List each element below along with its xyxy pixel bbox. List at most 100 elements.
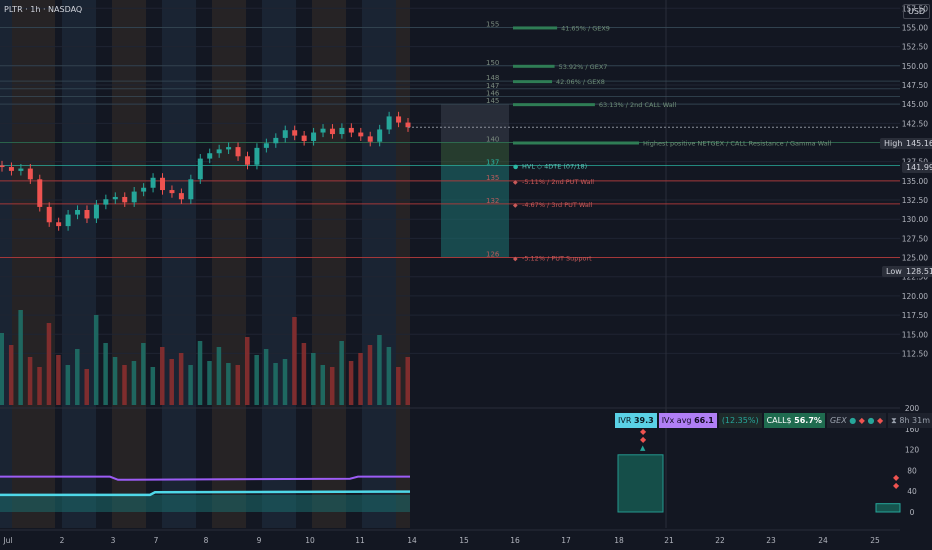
calls-badge[interactable]: CALL$ 56.7% [763,413,825,428]
volume-bar-35 [329,367,335,405]
candle-body-5 [46,206,52,223]
ivx-line [0,475,410,481]
gex-badge[interactable]: GEX ● ◆ ● ◆ [826,413,887,428]
x-tick-9: 15 [459,536,469,545]
volume-bar-10 [93,315,99,405]
session-band-3 [112,0,146,528]
volume-bar-26 [244,337,250,405]
price-tick-6: 145.00 [902,100,928,109]
candle-body-30 [282,130,288,138]
ivx-label: IVx avg [661,416,692,425]
price-tick-13: 127.50 [902,234,928,243]
x-tick-7: 11 [355,536,365,545]
gex-diamond-2-icon: ◆ [876,416,884,425]
candle-body-10 [93,204,99,219]
x-tick-16: 24 [818,536,828,545]
last-price-badge: 141.99 [902,162,932,173]
candle-body-23 [216,149,222,154]
candle-body-35 [329,128,335,135]
volume-bar-39 [367,345,373,405]
session-band-2 [62,0,96,528]
level-strike-145: 145 [486,97,499,105]
candle-body-25 [235,147,241,157]
x-tick-6: 10 [305,536,315,545]
level-marker-135: ◆ [513,179,518,186]
level-text-148: 42.06% / GEX8 [556,78,605,86]
price-candles [0,111,900,231]
volume-bar-22 [207,361,212,405]
price-tick-3: 152.50 [902,43,928,52]
level-text-132: -4.67% / 3rd PUT Wall [522,201,593,209]
candle-body-33 [311,132,317,141]
price-tick-4: 150.00 [902,62,928,71]
timer-badge: ⧗ 8h 31m [888,413,932,428]
candle-body-32 [301,135,307,141]
candle-body-12 [112,196,118,200]
candle-body-0 [0,165,5,168]
volume-bar-33 [311,353,316,405]
ivx-change: (12.35%) [718,413,762,428]
candle-body-18 [169,190,175,194]
volume-bar-12 [112,357,118,405]
session-band-8 [362,0,396,528]
volume-bar-2 [18,310,23,405]
volume-bar-1 [8,345,14,405]
indicator-tick-4: 40 [907,487,917,496]
gex-histogram-bar [617,454,664,513]
candle-body-27 [254,147,260,165]
symbol-header[interactable]: PLTR · 1h · NASDAQ [4,5,83,14]
x-tick-17: 25 [870,536,880,545]
price-tick-10: 135.00 [902,177,928,186]
gamma-wall-zone [441,142,509,166]
gex-up-marker: ▲ [640,444,646,452]
level-text-135: -5.11% / 2nd PUT Wall [522,178,594,186]
volume-bar-28 [263,349,269,405]
ivx-value: 66.1 [694,416,714,425]
volume-bar-11 [103,343,108,405]
candle-body-4 [37,179,43,207]
x-tick-14: 22 [715,536,725,545]
gex-histogram-bar-right [875,503,901,513]
candle-body-13 [122,196,128,203]
volume-bar-19 [178,353,184,405]
x-tick-11: 17 [561,536,571,545]
iv-indicator-pane: ◆◆◆◆◆▲ [0,407,901,513]
gex-bar-155 [513,26,558,30]
call-zone-box [441,104,509,143]
level-strike-126: 126 [486,251,500,259]
ivr-badge[interactable]: IVR 39.3 [615,413,657,428]
price-tick-7: 142.50 [902,119,928,128]
x-tick-2: 3 [111,536,116,545]
level-strike-135: 135 [486,174,499,182]
gex-diamond-marker-1: ◆ [640,427,647,436]
x-tick-5: 9 [257,536,262,545]
candle-body-34 [320,128,326,133]
volume-bar-41 [386,347,392,405]
volume-bar-21 [197,341,203,405]
x-tick-4: 8 [204,536,209,545]
volume-bar-27 [254,355,259,405]
ivx-badge[interactable]: IVx avg 66.1 [658,413,717,428]
candle-body-26 [244,156,250,165]
level-text-150: 53.92% / GEX7 [559,63,608,71]
level-strike-155: 155 [486,20,499,28]
candle-body-16 [150,177,156,188]
volume-bar-34 [320,365,326,405]
currency-button[interactable]: USD [903,4,931,19]
price-tick-17: 117.50 [902,311,928,320]
x-tick-3: 7 [154,536,159,545]
volume-bar-3 [27,357,33,405]
gex-diamond-marker-3: ◆ [893,473,900,482]
ivr-line [0,490,411,497]
level-strike-140: 140 [486,136,499,144]
volume-bar-7 [65,365,71,405]
indicator-tick-3: 80 [907,466,917,475]
indicator-tick-5: 0 [910,508,915,517]
high-value: 145.16 [902,138,932,149]
volume-bar-24 [226,363,231,405]
level-strike-147: 147 [486,82,499,90]
candle-body-2 [18,168,24,171]
price-tick-1: 157.50 [902,4,928,13]
